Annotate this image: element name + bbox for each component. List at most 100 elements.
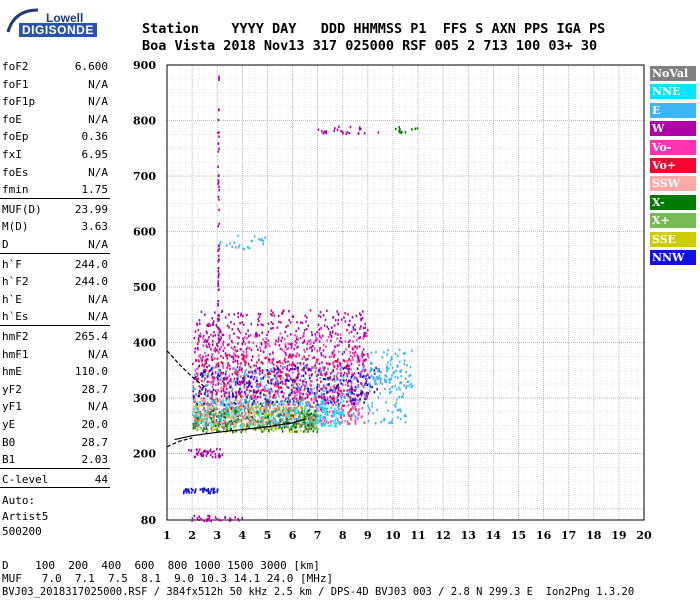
scatter-point	[276, 421, 279, 425]
scatter-point	[202, 453, 205, 456]
scatter-point	[268, 420, 271, 423]
scatter-point	[226, 366, 229, 369]
scatter-point	[275, 400, 277, 403]
scatter-point	[279, 369, 281, 372]
scatter-point	[352, 325, 355, 329]
scatter-point	[267, 330, 270, 334]
scatter-point	[242, 416, 244, 419]
scatter-point	[248, 247, 251, 250]
scatter-point	[261, 430, 264, 433]
scatter-point	[312, 356, 314, 360]
scatter-point	[302, 397, 304, 401]
scatter-point	[212, 388, 215, 391]
scatter-point	[315, 396, 318, 399]
scatter-point	[351, 316, 354, 319]
scatter-point	[347, 422, 349, 426]
scatter-point	[200, 404, 202, 407]
scatter-point	[224, 516, 226, 519]
scatter-point	[279, 425, 282, 429]
scatter-point	[286, 374, 288, 377]
scatter-point	[294, 403, 296, 407]
scatter-point	[285, 420, 287, 424]
scatter-point	[252, 411, 254, 415]
scatter-point	[204, 363, 206, 366]
scatter-point	[338, 125, 340, 128]
scatter-point	[193, 514, 196, 518]
scatter-point	[242, 323, 245, 326]
scatter-point	[222, 364, 224, 367]
scatter-point	[228, 354, 231, 357]
scatter-point	[242, 340, 245, 343]
scatter-point	[395, 401, 398, 405]
scatter-point	[277, 414, 279, 417]
scatter-point	[259, 238, 262, 241]
scatter-point	[343, 371, 346, 375]
scatter-point	[256, 323, 259, 326]
scatter-point	[357, 358, 360, 361]
scatter-point	[245, 353, 248, 356]
scatter-point	[237, 327, 239, 331]
scatter-point	[276, 409, 278, 413]
scatter-point	[301, 341, 304, 345]
param-g1-5: fxI 6.95	[2, 148, 108, 161]
scatter-point	[226, 391, 229, 395]
scatter-point	[234, 359, 237, 363]
scatter-point	[294, 392, 296, 395]
scatter-point	[332, 387, 335, 391]
scatter-point	[352, 400, 354, 403]
scatter-point	[210, 348, 212, 351]
param-label: foF1p	[2, 95, 36, 109]
scatter-point	[317, 369, 320, 372]
scatter-point	[246, 356, 248, 359]
scatter-point	[207, 380, 210, 384]
scatter-point	[311, 422, 314, 426]
scatter-point	[210, 333, 212, 336]
scatter-point	[274, 425, 276, 428]
scatter-point	[193, 400, 195, 403]
scatter-point	[347, 412, 349, 415]
scatter-point	[362, 359, 364, 363]
scatter-point	[218, 331, 221, 334]
scatter-point	[245, 332, 247, 336]
scatter-point	[194, 398, 196, 402]
scatter-point	[248, 410, 250, 414]
scatter-point	[342, 400, 345, 403]
scatter-point	[254, 411, 257, 414]
scatter-point	[340, 382, 342, 385]
x-tick-label: 16	[536, 529, 552, 542]
scatter-point	[347, 384, 349, 387]
scatter-point	[334, 411, 336, 415]
scatter-point	[305, 383, 308, 386]
scatter-point	[200, 399, 203, 402]
scatter-point	[293, 406, 296, 410]
scatter-point	[277, 361, 280, 364]
scatter-point	[361, 369, 364, 373]
scatter-point	[220, 386, 222, 390]
scatter-point	[212, 320, 215, 323]
scatter-point	[198, 394, 201, 398]
scatter-point	[220, 519, 222, 522]
scatter-point	[247, 329, 249, 332]
scatter-point	[343, 379, 345, 382]
scatter-point	[250, 359, 253, 362]
scatter-point	[323, 406, 325, 410]
scatter-point	[331, 391, 334, 394]
param-value: N/A	[88, 165, 108, 179]
scatter-point	[411, 349, 413, 352]
scatter-point	[214, 383, 217, 387]
scatter-point	[309, 392, 311, 396]
scatter-point	[200, 372, 203, 375]
scatter-point	[211, 409, 213, 412]
scatter-point	[303, 388, 305, 392]
scatter-point	[329, 377, 331, 380]
scatter-point	[357, 132, 360, 135]
scatter-point	[187, 489, 190, 492]
scatter-point	[266, 401, 269, 404]
scatter-point	[280, 401, 283, 405]
scatter-point	[287, 403, 289, 406]
scatter-point	[228, 313, 230, 316]
scatter-point	[217, 345, 219, 348]
scatter-point	[227, 413, 229, 417]
scatter-point	[199, 353, 202, 357]
scatter-point	[210, 418, 213, 421]
